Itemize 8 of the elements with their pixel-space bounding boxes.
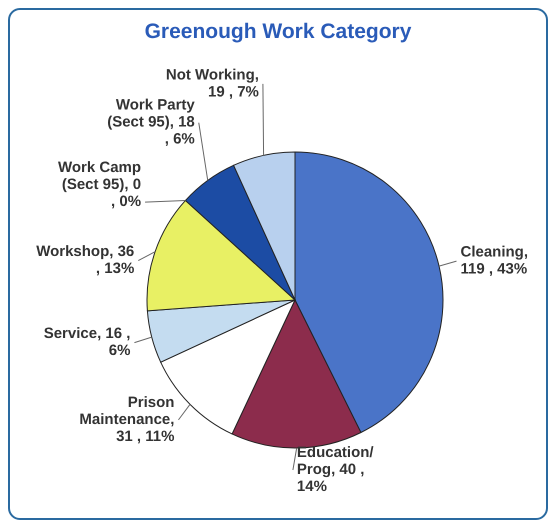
- text: , 0%: [111, 193, 142, 210]
- slice-label: Education/ Prog, 40 , 14%: [296, 444, 374, 495]
- slice-label: Service, 16 , 6%: [44, 325, 130, 360]
- slice-label: Cleaning, 119 , 43%: [460, 244, 528, 278]
- slice-label: Prison Maintenance, 31 , 11%: [79, 394, 174, 445]
- category-label: Work Camp (Sect 95), 0: [58, 159, 142, 194]
- chart-title: Greenough Work Category: [144, 20, 412, 44]
- slice-label: Workshop, 36 , 13%: [36, 243, 134, 278]
